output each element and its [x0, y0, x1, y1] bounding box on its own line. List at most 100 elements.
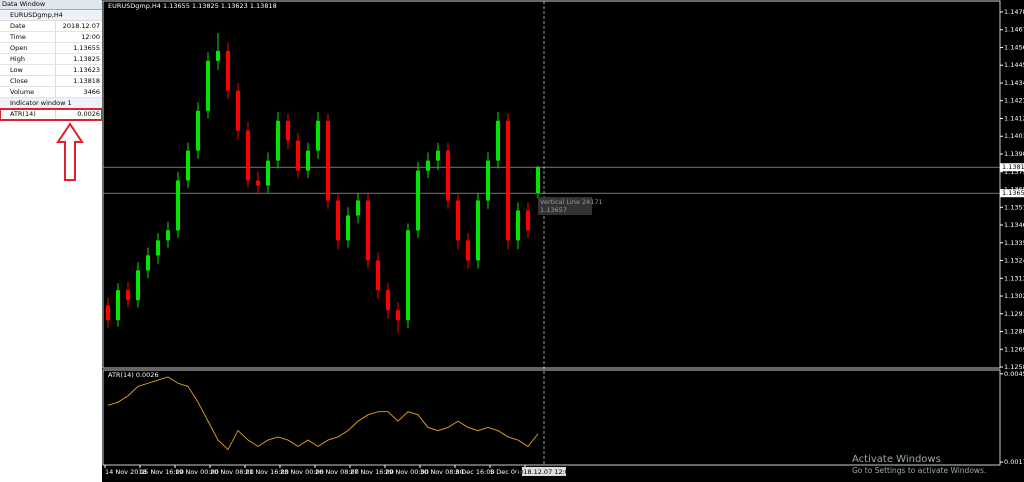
candle-body — [456, 200, 460, 241]
indicator-title: ATR(14) 0.0026 — [108, 371, 159, 379]
symbol-header: EURUSDgmp,H4 — [0, 10, 102, 21]
y-tick-label: 1.14230 — [1004, 97, 1024, 105]
x-tick-label: 27 Nov 16:00 — [350, 468, 394, 476]
candle-body — [306, 150, 310, 171]
candle-body — [146, 255, 150, 271]
row-label: Time — [0, 32, 56, 42]
y-tick-label: 1.13900 — [1004, 150, 1024, 158]
vline-value: 1.13657 — [540, 206, 567, 214]
candle-body — [426, 160, 430, 171]
x-tick-label: 23 Nov 00:00 — [280, 468, 324, 476]
y-tick-label: 1.14010 — [1004, 132, 1024, 140]
x-tick-label: 30 Nov 08:00 — [420, 468, 464, 476]
candle-body — [496, 120, 500, 161]
row-value: 1.13655 — [73, 44, 100, 52]
indicator-header: Indicator window 1 — [0, 98, 102, 109]
y-tick-label: 1.14670 — [1004, 26, 1024, 34]
y-tick-label: 1.13350 — [1004, 239, 1024, 247]
candle-body — [206, 60, 210, 111]
candle-body — [376, 260, 380, 291]
y-tick-label: 1.14560 — [1004, 43, 1024, 51]
x-tick-label: 29 Nov 00:00 — [385, 468, 429, 476]
row-label: Volume — [0, 87, 56, 97]
candle-body — [406, 230, 410, 321]
row-value: 0.0026 — [77, 110, 100, 118]
candle-body — [246, 130, 250, 181]
candle-body — [266, 160, 270, 186]
candle-body — [126, 290, 130, 301]
x-tick-label: 3 Dec 16:00 — [455, 468, 495, 476]
data-window: Data Window EURUSDgmp,H4 Date 2018.12.07 T… — [0, 0, 103, 482]
chart: EURUSDgmp,H4 1.13655 1.13825 1.13623 1.1… — [102, 0, 1024, 482]
y-tick-label: 1.14340 — [1004, 79, 1024, 87]
candle-body — [366, 200, 370, 261]
indicator-row[interactable]: ATR(14) 0.0026 — [0, 108, 103, 121]
row-label: Close — [0, 76, 56, 86]
candle-body — [436, 150, 440, 161]
candle-body — [476, 200, 480, 261]
row-value: 3466 — [83, 88, 100, 96]
y-tick-label: 1.14120 — [1004, 114, 1024, 122]
candle-body — [526, 210, 530, 231]
price-label-bg — [1000, 163, 1024, 172]
vline-tooltip — [538, 197, 592, 215]
watermark: Activate Windows — [852, 454, 941, 465]
y-tick-label: 1.13020 — [1004, 292, 1024, 300]
y-tick-label: 1.12800 — [1004, 328, 1024, 336]
y-tick-label: 1.13460 — [1004, 221, 1024, 229]
candle-body — [486, 160, 490, 201]
row-value: 1.13623 — [73, 66, 100, 74]
price-label-bg — [1000, 189, 1024, 198]
candle-body — [116, 290, 120, 321]
x-tick-label: 14 Nov 2018 — [105, 468, 147, 476]
candle-body — [446, 150, 450, 201]
row-value: 1.13825 — [73, 55, 100, 63]
arrow — [56, 122, 84, 181]
candle-body — [196, 110, 200, 151]
candle-body — [396, 310, 400, 321]
vline-label: Vertical Line 24171 — [540, 198, 603, 206]
candle-body — [336, 200, 340, 241]
candle-body — [166, 230, 170, 241]
chart-title: EURUSDgmp,H4 1.13655 1.13825 1.13623 1.1… — [108, 2, 277, 10]
candle-body — [106, 305, 110, 321]
candle-body — [346, 215, 350, 241]
y-tick-label: 1.12580 — [1004, 363, 1024, 371]
x-tick-label: 21 Nov 16:00 — [245, 468, 289, 476]
row-value: 12:00 — [81, 33, 100, 41]
candle-body — [356, 200, 360, 216]
candle-body — [316, 120, 320, 151]
candle-body — [136, 270, 140, 301]
cursor-label-bg — [522, 467, 566, 476]
candle-body — [506, 120, 510, 241]
x-tick-label: 26 Nov 08:00 — [315, 468, 359, 476]
data-row: Date 2018.12.07 — [0, 21, 102, 32]
candle-body — [236, 90, 240, 131]
candle-body — [226, 50, 230, 91]
y-tick-label: 1.14450 — [1004, 61, 1024, 69]
atr-line — [107, 376, 539, 451]
watermark: Go to Settings to activate Windows. — [852, 466, 986, 475]
y-tick-label: 1.13570 — [1004, 203, 1024, 211]
candle-body — [516, 210, 520, 241]
candle-body — [286, 120, 290, 141]
row-value: 2018.12.07 — [62, 22, 100, 30]
candle-body — [176, 180, 180, 231]
rows: Date 2018.12.07 Time 12:00 Open 1.13655 High 1.… — [0, 21, 102, 98]
data-row: Close 1.13818 — [0, 76, 102, 87]
data-row: Time 12:00 — [0, 32, 102, 43]
data-row: Low 1.13623 — [0, 65, 102, 76]
price-label: 1.13657 — [1002, 189, 1024, 197]
y-tick-label: 1.12910 — [1004, 310, 1024, 318]
row-label: Date — [0, 21, 56, 31]
candle-body — [466, 240, 470, 261]
candle-body — [386, 290, 390, 311]
y-tick-label: 0.0017 — [1004, 458, 1024, 466]
x-tick-label: 15 Nov 16:00 — [140, 468, 184, 476]
panel-title: Data Window — [0, 0, 102, 10]
row-value: 1.13818 — [73, 77, 100, 85]
candle-body — [156, 240, 160, 256]
candle-body — [256, 180, 260, 186]
row-label: High — [0, 54, 56, 64]
